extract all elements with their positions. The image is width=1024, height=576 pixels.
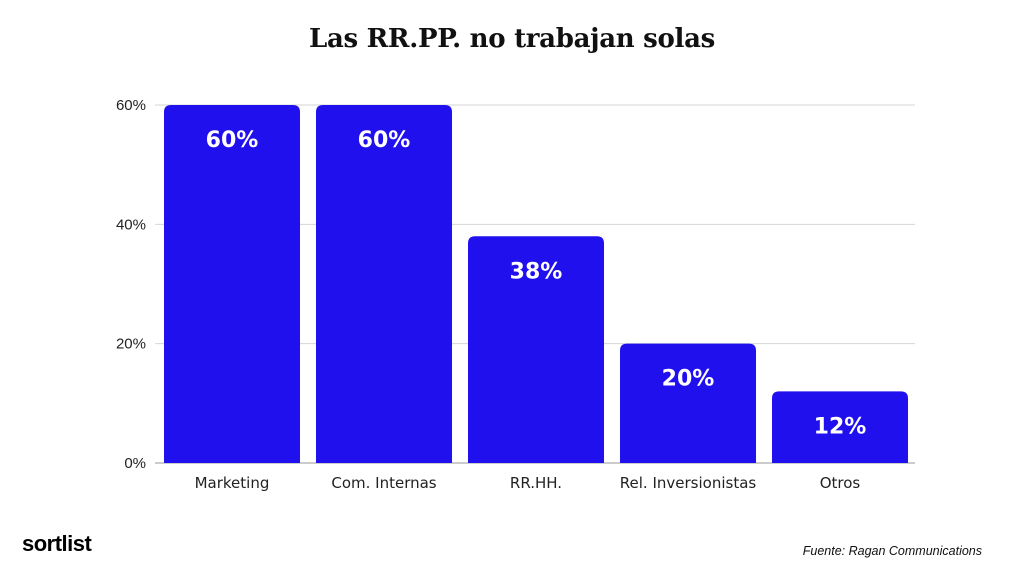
bar-value-label: 12% (814, 414, 867, 439)
bar-value-label: 60% (358, 128, 411, 153)
bar-rr-hh (468, 236, 604, 463)
x-tick-label: Rel. Inversionistas (620, 474, 757, 492)
x-tick-label: RR.HH. (510, 474, 562, 492)
sortlist-logo: sortlist (22, 531, 92, 556)
x-tick-label: Com. Internas (331, 474, 436, 492)
y-axis-ticks: 0% 20% 40% 60% (116, 97, 146, 472)
bars (164, 105, 908, 463)
bar-com-internas (316, 105, 452, 463)
bar-value-label: 38% (510, 259, 563, 284)
y-tick-label: 20% (116, 336, 146, 353)
bar-marketing (164, 105, 300, 463)
x-axis-ticks: Marketing Com. Internas RR.HH. Rel. Inversi… (195, 474, 861, 492)
data-labels: 60% 60% 38% 20% 12% (206, 128, 867, 439)
bar-value-label: 20% (662, 367, 715, 392)
bar-otros (772, 391, 908, 463)
y-tick-label: 0% (124, 455, 146, 472)
bar-rel-inversionistas (620, 343, 756, 463)
chart-title: Las RR.PP. no trabajan solas (308, 24, 715, 54)
y-tick-label: 40% (116, 216, 146, 233)
x-tick-label: Marketing (195, 474, 270, 492)
y-tick-label: 60% (116, 97, 146, 114)
bar-value-label: 60% (206, 128, 259, 153)
x-tick-label: Otros (820, 474, 861, 492)
source-note: Fuente: Ragan Communications (802, 544, 982, 558)
